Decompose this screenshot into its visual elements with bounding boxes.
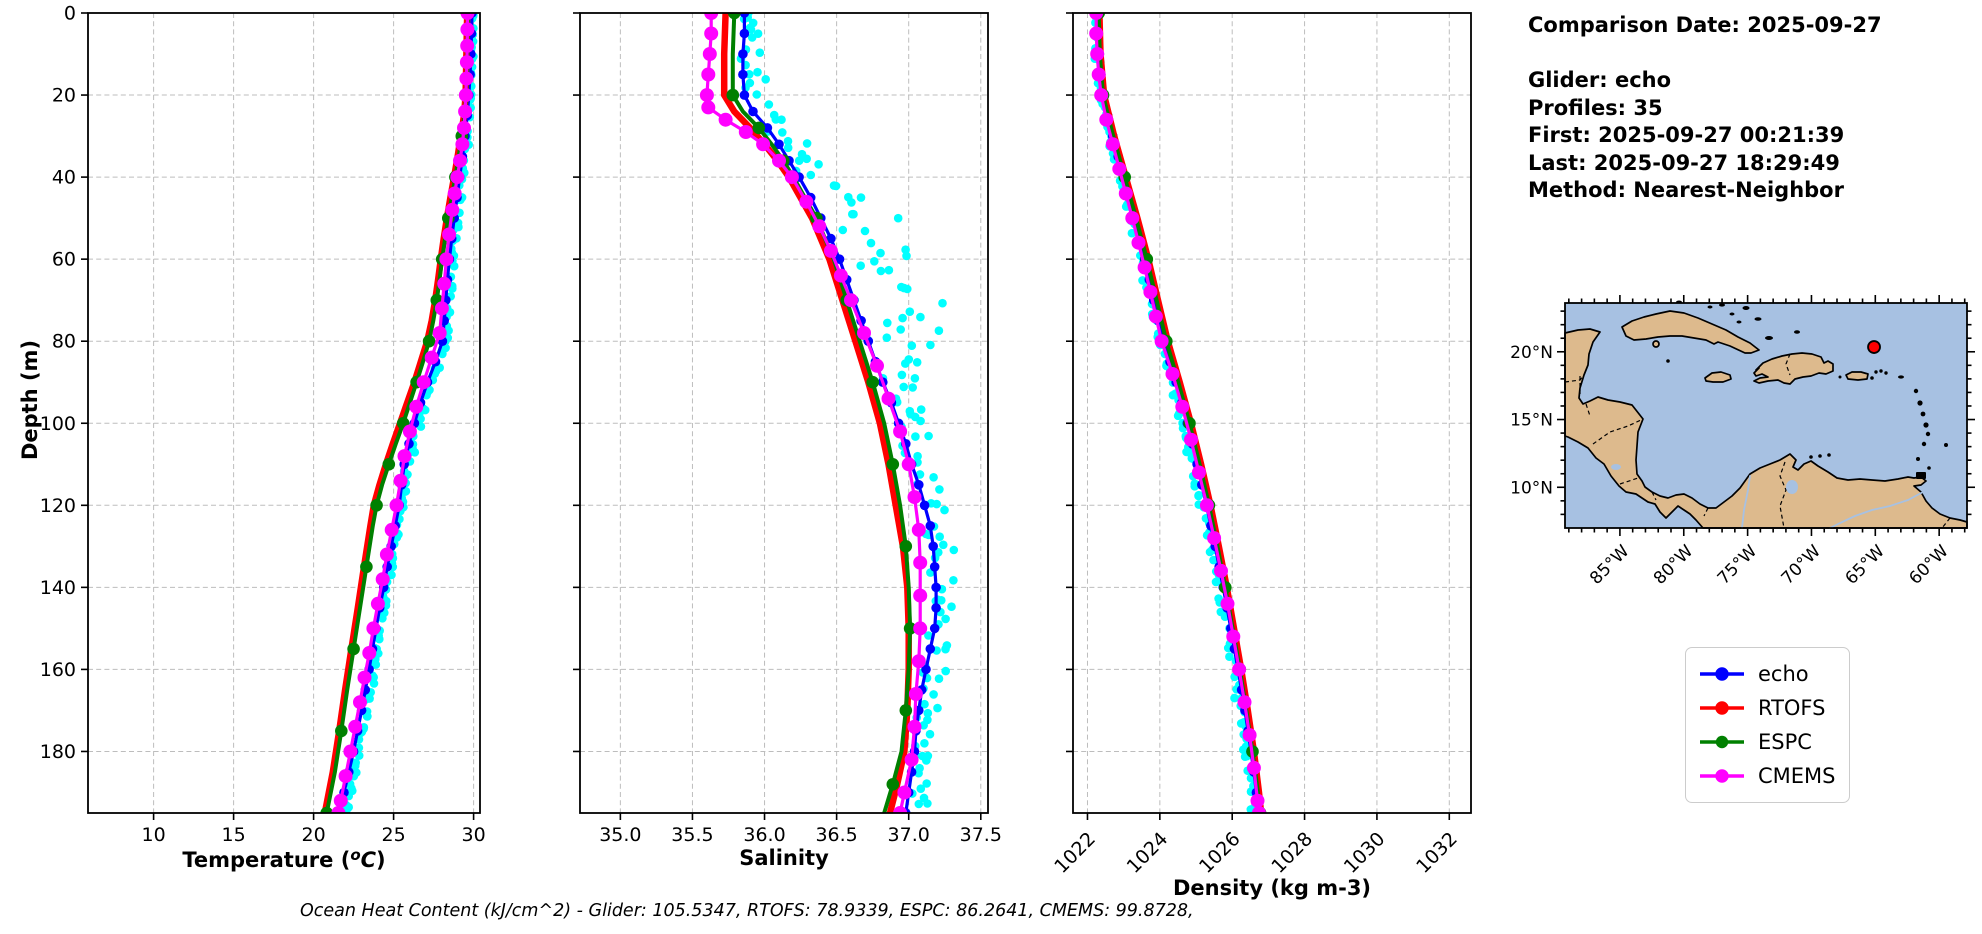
map-lon-tick-label: 70°W <box>1778 541 1825 588</box>
x-tick-label: 37.0 <box>888 824 930 846</box>
y-tick-label: 80 <box>52 331 76 353</box>
comparison-date-text: Comparison Date: 2025-09-27 <box>1528 13 1882 37</box>
y-tick-label: 120 <box>40 495 76 517</box>
x-tick-label: 35.0 <box>599 824 641 846</box>
plot-frame <box>87 12 481 814</box>
x-tick-labels: 1022 1024 1026 1028 1030 1032 <box>1050 828 1462 878</box>
glider-location-marker <box>1867 340 1881 354</box>
legend-line-rtofs <box>1700 701 1744 715</box>
map-lat-tick-label: 10°N <box>1510 478 1553 498</box>
legend-label-echo: echo <box>1758 662 1809 686</box>
x-tick-label: 1030 <box>1340 828 1390 878</box>
plot-frame <box>579 12 989 814</box>
x-tick-label: 25 <box>382 824 406 846</box>
legend-item-espc: ESPC <box>1698 725 1837 759</box>
map-landmasses <box>1564 310 1968 529</box>
map-lat-tick-label: 20°N <box>1510 343 1553 363</box>
legend-line-espc <box>1700 735 1744 749</box>
depth-tick-labels: 0 20 40 60 80 100 120 140 160 180 <box>40 3 76 763</box>
location-map: 85°W 80°W 75°W 70°W 65°W 60°W 20°N 15°N 10°N <box>1510 295 1975 589</box>
map-country-borders <box>1564 353 1951 529</box>
method-text: Method: Nearest-Neighbor <box>1528 178 1844 202</box>
y-tick-label: 40 <box>52 167 76 189</box>
y-tick-label: 100 <box>40 413 76 435</box>
map-lat-tick-label: 15°N <box>1510 411 1553 431</box>
x-tick-label: 1028 <box>1267 828 1317 878</box>
plot-temperature: 10 15 20 25 30 0 20 40 60 80 100 120 140 160 180 <box>40 3 486 847</box>
series-CMEMS <box>699 13 928 813</box>
glider-name-text: Glider: echo <box>1528 68 1672 92</box>
x-tick-label: 36.5 <box>815 824 857 846</box>
axis-ticks <box>1066 12 1451 820</box>
density-axis-title: Density (kg m-3) <box>1172 876 1372 900</box>
legend-label-cmems: CMEMS <box>1758 764 1836 788</box>
depth-axis-label: Depth (m) <box>18 339 42 461</box>
legend-box: echo RTOFS ESPC CMEMS <box>1685 647 1850 803</box>
x-tick-label: 36.0 <box>743 824 785 846</box>
legend-line-echo <box>1700 667 1744 681</box>
x-tick-label: 37.5 <box>960 824 1002 846</box>
y-tick-label: 60 <box>52 249 76 271</box>
x-tick-label: 15 <box>222 824 246 846</box>
legend-item-cmems: CMEMS <box>1698 759 1837 793</box>
x-tick-label: 35.5 <box>671 824 713 846</box>
comparison-info-block: Comparison Date: 2025-09-27 Glider: echo… <box>1528 12 1882 205</box>
legend-line-cmems <box>1700 769 1744 783</box>
map-lakes-rivers <box>1611 464 1924 529</box>
y-tick-label: 0 <box>64 3 76 25</box>
map-lon-tick-label: 60°W <box>1905 541 1952 588</box>
map-frame <box>1564 302 1968 529</box>
x-tick-label: 30 <box>462 824 486 846</box>
salinity-axis-title: Salinity <box>739 846 829 870</box>
map-land-hispaniola <box>1753 352 1834 385</box>
last-profile-time-text: Last: 2025-09-27 18:29:49 <box>1528 150 1840 175</box>
x-tick-label: 1032 <box>1412 828 1462 878</box>
map-land-isle-of-youth <box>1652 340 1660 348</box>
legend-item-echo: echo <box>1698 657 1837 691</box>
y-tick-label: 160 <box>40 659 76 681</box>
x-tick-label: 1026 <box>1195 828 1245 878</box>
y-tick-label: 140 <box>40 577 76 599</box>
series-CMEMS <box>1089 13 1266 813</box>
map-lon-tick-label: 85°W <box>1586 541 1633 588</box>
legend-item-rtofs: RTOFS <box>1698 691 1837 725</box>
series-CMEMS <box>331 13 475 813</box>
profiles-count-text: Profiles: 35 <box>1528 95 1663 120</box>
x-tick-label: 10 <box>142 824 166 846</box>
map-lon-tick-label: 75°W <box>1714 541 1761 588</box>
x-tick-labels: 10 15 20 25 30 <box>142 824 486 846</box>
temperature-axis-title: Temperature (oC) <box>182 846 386 872</box>
series-ESPC <box>726 13 917 813</box>
map-land-puerto-rico <box>1845 371 1869 381</box>
map-lon-tick-label: 65°W <box>1842 541 1889 588</box>
y-tick-label: 180 <box>40 741 76 763</box>
plot-density: 1022 1024 1026 1028 1030 1032 <box>1050 12 1472 878</box>
legend-label-rtofs: RTOFS <box>1758 696 1826 720</box>
x-tick-label: 1022 <box>1050 828 1100 878</box>
map-land-cuba <box>1621 310 1760 354</box>
axis-ticks <box>573 12 982 820</box>
plot-salinity: 35.0 35.5 36.0 36.5 37.0 37.5 <box>573 12 1002 846</box>
map-small-islands <box>1666 300 1948 479</box>
x-tick-label: 20 <box>302 824 326 846</box>
x-tick-label: 1024 <box>1123 828 1173 878</box>
axis-ticks <box>81 12 475 820</box>
x-tick-labels: 35.0 35.5 36.0 36.5 37.0 37.5 <box>599 824 1002 846</box>
plot-frame <box>1072 12 1472 814</box>
first-profile-time-text: First: 2025-09-27 00:21:39 <box>1528 123 1845 147</box>
ocean-heat-content-caption: Ocean Heat Content (kJ/cm^2) - Glider: 1… <box>300 901 1194 921</box>
grid-lines <box>88 13 480 813</box>
y-tick-label: 20 <box>52 85 76 107</box>
map-land-jamaica <box>1704 371 1732 383</box>
legend-label-espc: ESPC <box>1758 730 1812 754</box>
grid-lines <box>1073 13 1471 813</box>
map-land-mainland <box>1564 328 1968 529</box>
map-lon-tick-label: 80°W <box>1650 541 1697 588</box>
